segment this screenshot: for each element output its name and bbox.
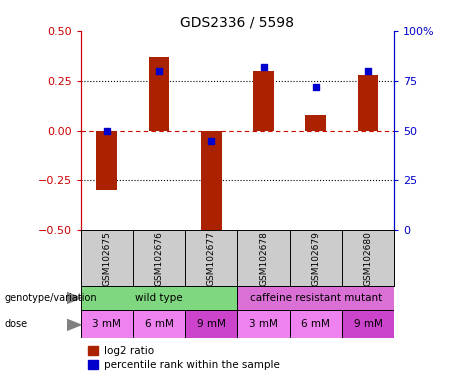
Text: dose: dose — [5, 319, 28, 329]
Text: 3 mM: 3 mM — [249, 319, 278, 329]
Bar — [253, 71, 274, 131]
Bar — [148, 57, 170, 131]
Bar — [305, 114, 326, 131]
Bar — [81, 310, 133, 338]
Text: 6 mM: 6 mM — [145, 319, 173, 329]
Text: GSM102675: GSM102675 — [102, 231, 111, 286]
Text: 9 mM: 9 mM — [197, 319, 226, 329]
Text: 3 mM: 3 mM — [92, 319, 121, 329]
Text: wild type: wild type — [135, 293, 183, 303]
Point — [103, 127, 111, 134]
Bar — [133, 310, 185, 338]
Title: GDS2336 / 5598: GDS2336 / 5598 — [180, 16, 295, 30]
Text: GSM102679: GSM102679 — [311, 231, 320, 286]
Text: genotype/variation: genotype/variation — [5, 293, 97, 303]
Polygon shape — [67, 293, 81, 303]
Bar — [81, 286, 237, 310]
Point — [155, 68, 163, 74]
Point — [207, 137, 215, 144]
Text: 9 mM: 9 mM — [354, 319, 383, 329]
Polygon shape — [67, 319, 81, 330]
Text: GSM102677: GSM102677 — [207, 231, 216, 286]
Point — [364, 68, 372, 74]
Bar — [96, 131, 117, 190]
Bar — [185, 310, 237, 338]
Bar — [342, 310, 394, 338]
Point — [260, 64, 267, 70]
Bar — [290, 310, 342, 338]
Point — [312, 84, 319, 90]
Text: caffeine resistant mutant: caffeine resistant mutant — [250, 293, 382, 303]
Bar — [358, 74, 378, 131]
Bar — [237, 286, 394, 310]
Text: GSM102678: GSM102678 — [259, 231, 268, 286]
Legend: log2 ratio, percentile rank within the sample: log2 ratio, percentile rank within the s… — [86, 344, 282, 372]
Text: GSM102676: GSM102676 — [154, 231, 164, 286]
Text: 6 mM: 6 mM — [301, 319, 330, 329]
Text: GSM102680: GSM102680 — [364, 231, 372, 286]
Bar — [201, 131, 222, 234]
Bar — [237, 310, 290, 338]
